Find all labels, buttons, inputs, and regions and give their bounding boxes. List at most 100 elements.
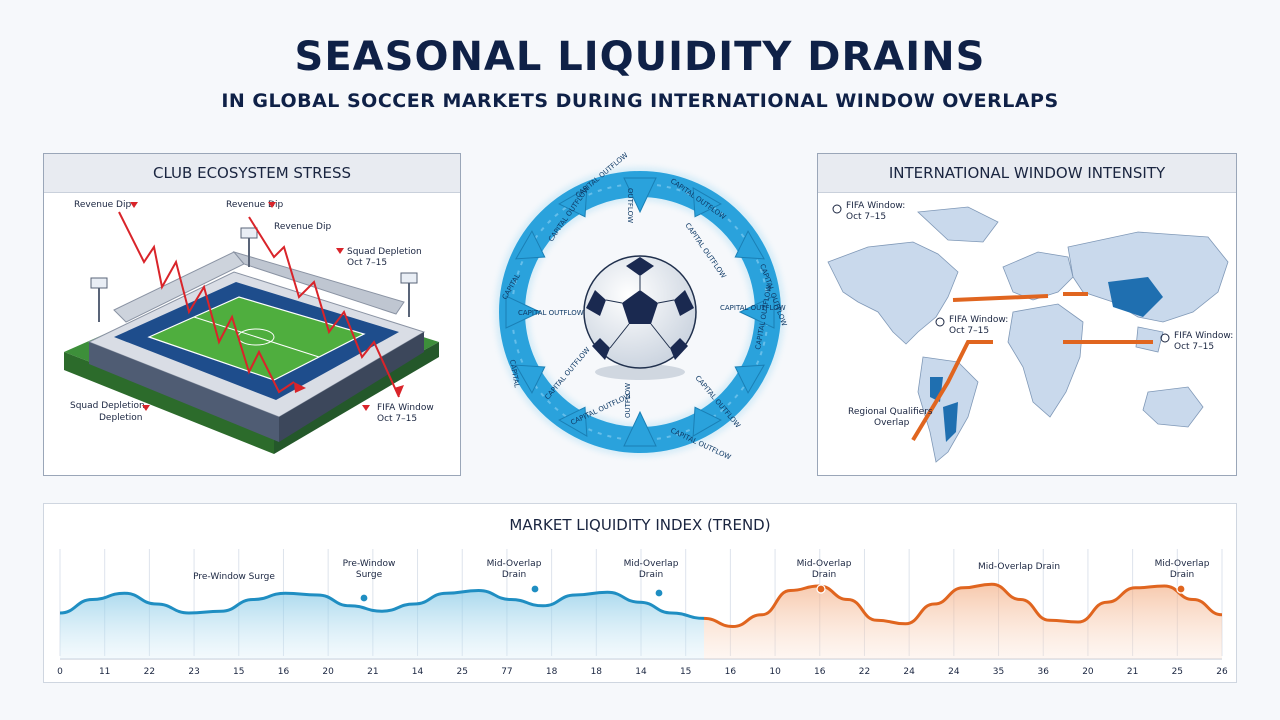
annotation-label: Drain xyxy=(812,570,836,580)
fifa-window-date-2: Oct 7–15 xyxy=(949,326,989,336)
capital-outflow-label: CAPITAL OUTFLOW xyxy=(543,346,591,401)
inward-flow-arrow xyxy=(515,230,546,260)
x-tick-label: 14 xyxy=(412,667,424,677)
x-tick-label: 16 xyxy=(725,667,737,677)
annotation-label: Mid-Overlap xyxy=(797,559,852,569)
inward-flow-arrow xyxy=(505,295,542,329)
clock-icon xyxy=(1160,333,1170,343)
annotation-label: Mid-Overlap Drain xyxy=(978,562,1060,572)
fifa-window-date: Oct 7–15 xyxy=(377,414,417,424)
fifa-window-label: FIFA Window xyxy=(377,403,434,413)
down-arrow-icon xyxy=(268,202,276,208)
blue-series-line xyxy=(59,588,705,620)
x-tick-label: 22 xyxy=(144,667,155,677)
stadium-illustration: Revenue Dip Revenue Dip Revenue Dip Squa… xyxy=(64,200,439,454)
fifa-window-date-3: Oct 7–15 xyxy=(1174,342,1214,352)
international-window-panel: INTERNATIONAL WINDOW INTENSITY FIFA Wind… xyxy=(817,153,1237,476)
x-tick-label: 10 xyxy=(769,667,781,677)
x-tick-label: 77 xyxy=(501,667,512,677)
chart-title: MARKET LIQUIDITY INDEX (TREND) xyxy=(509,516,771,534)
inward-flow-arrow xyxy=(692,406,722,437)
annotation-label: Mid-Overlap xyxy=(487,559,542,569)
squad-depletion-bottom-label: Squad Depletion xyxy=(70,401,145,411)
annotation-label: Drain xyxy=(639,570,663,580)
annotation-marker xyxy=(654,588,664,598)
orange-series-area xyxy=(704,584,1222,659)
world-map: FIFA Window: Oct 7–15 FIFA Window: Oct 7… xyxy=(827,201,1233,463)
inward-flow-arrow xyxy=(734,230,765,260)
annotation-marker xyxy=(359,593,369,603)
inward-flow-arrow xyxy=(558,187,588,218)
x-tick-label: 22 xyxy=(859,667,870,677)
inward-flow-arrow xyxy=(623,177,657,214)
annotation-marker xyxy=(530,584,540,594)
annotation-marker xyxy=(816,584,826,594)
annotation-marker xyxy=(1176,584,1186,594)
x-tick-label: 24 xyxy=(903,667,915,677)
annotation-label: Pre-Window xyxy=(343,559,396,569)
blue-series-area xyxy=(60,590,704,659)
annotation-label: Surge xyxy=(356,570,383,580)
x-tick-label: 25 xyxy=(1172,667,1183,677)
annotation-label: Mid-Overlap xyxy=(624,559,679,569)
x-tick-label: 21 xyxy=(367,667,378,677)
inward-flow-arrow xyxy=(623,410,657,447)
x-tick-label: 15 xyxy=(680,667,691,677)
x-tick-label: 20 xyxy=(322,667,334,677)
annotation-label: Mid-Overlap xyxy=(1155,559,1210,569)
fifa-window-label-3: FIFA Window: xyxy=(1174,331,1233,341)
x-tick-label: 15 xyxy=(233,667,244,677)
inward-flow-arrow xyxy=(515,364,546,394)
x-tick-label: 16 xyxy=(278,667,290,677)
liquidity-trend-panel: MARKET LIQUIDITY INDEX (TREND) Pre-Windo… xyxy=(43,503,1237,683)
regional-overlap-label: Overlap xyxy=(874,418,910,428)
x-tick-label: 18 xyxy=(546,667,558,677)
club-ecosystem-panel: CLUB ECOSYSTEM STRESS Revenue Dip xyxy=(43,153,461,476)
page-title: SEASONAL LIQUIDITY DRAINS xyxy=(294,34,986,80)
page-subtitle: IN GLOBAL SOCCER MARKETS DURING INTERNAT… xyxy=(221,90,1059,112)
capital-flow-diagram: CAPITAL OUTFLOW CAPITAL OUTFLOW OUTFLOW … xyxy=(495,151,788,462)
down-arrow-icon xyxy=(130,202,138,208)
orange-series-line xyxy=(703,582,1223,629)
down-arrow-icon xyxy=(362,405,370,411)
outflow-label: OUTFLOW xyxy=(624,383,632,418)
x-tick-label: 36 xyxy=(1038,667,1050,677)
fifa-window-date-1: Oct 7–15 xyxy=(846,212,886,222)
fifa-window-label-2: FIFA Window: xyxy=(949,315,1008,325)
annotation-label: Drain xyxy=(1170,570,1194,580)
annotation-label: Pre-Window Surge xyxy=(193,572,275,582)
capital-outflow-label: CAPITAL OUTFLOW xyxy=(518,309,584,317)
x-tick-label: 26 xyxy=(1216,667,1228,677)
x-tick-label: 21 xyxy=(1127,667,1138,677)
squad-depletion-top-date: Oct 7–15 xyxy=(347,258,387,268)
x-tick-label: 0 xyxy=(57,667,63,677)
x-tick-label: 20 xyxy=(1082,667,1094,677)
x-tick-label: 23 xyxy=(188,667,199,677)
intl-panel-title: INTERNATIONAL WINDOW INTENSITY xyxy=(818,154,1236,193)
x-tick-label: 25 xyxy=(457,667,468,677)
x-tick-label: 18 xyxy=(591,667,603,677)
regional-qualifiers-label: Regional Qualifiers xyxy=(848,407,933,417)
capital-outflow-label: CAPITAL OUTFLOW xyxy=(720,304,786,312)
inward-flow-arrow xyxy=(734,364,765,394)
outflow-label: OUTFLOW xyxy=(626,188,634,223)
squad-depletion-top-label: Squad Depletion xyxy=(347,247,422,257)
fifa-window-label-1: FIFA Window: xyxy=(846,201,905,211)
club-panel-title: CLUB ECOSYSTEM STRESS xyxy=(44,154,460,193)
revenue-dip-label-1: Revenue Dip xyxy=(74,200,131,210)
down-arrow-icon xyxy=(142,405,150,411)
x-tick-label: 16 xyxy=(814,667,826,677)
clock-icon xyxy=(935,317,945,327)
inward-flow-arrow xyxy=(558,406,588,437)
squad-depletion-bottom-label-2: Depletion xyxy=(99,413,142,423)
x-tick-label: 11 xyxy=(99,667,110,677)
x-tick-label: 35 xyxy=(993,667,1004,677)
revenue-dip-label-2: Revenue Dip xyxy=(226,200,283,210)
inward-flow-arrow xyxy=(738,295,775,329)
revenue-dip-label-3: Revenue Dip xyxy=(274,222,331,232)
annotation-label: Drain xyxy=(502,570,526,580)
inward-flow-arrow xyxy=(692,187,722,218)
clock-icon xyxy=(832,204,842,214)
x-tick-label: 24 xyxy=(948,667,960,677)
